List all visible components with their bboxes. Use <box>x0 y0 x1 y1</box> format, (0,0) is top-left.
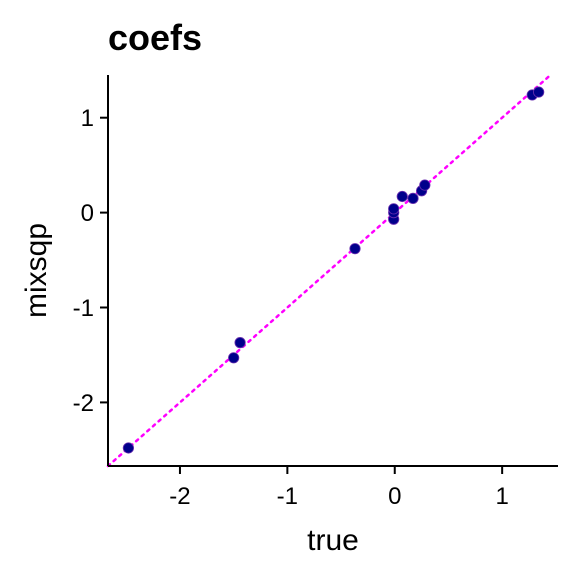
y-axis-label: mixsqp <box>20 223 53 318</box>
data-point <box>234 337 246 349</box>
y-tick-label: 1 <box>81 105 94 132</box>
data-point <box>396 190 408 203</box>
data-point <box>122 442 135 454</box>
data-point <box>388 203 400 215</box>
x-axis-label: true <box>307 524 359 557</box>
data-point <box>533 86 545 98</box>
data-points <box>122 86 545 454</box>
data-point <box>419 179 431 191</box>
axes: -2 -1 0 1 -2 -1 0 1 <box>73 75 558 510</box>
y-tick-label: -1 <box>73 295 94 322</box>
plot-area <box>106 73 552 468</box>
data-point <box>349 243 361 255</box>
reference-line <box>106 73 552 468</box>
x-tick-label: 0 <box>388 483 401 510</box>
data-point <box>228 352 240 364</box>
y-tick-label: -2 <box>73 390 94 417</box>
x-tick-label: 1 <box>495 483 508 510</box>
x-tick-label: -2 <box>169 483 190 510</box>
y-tick-label: 0 <box>81 200 94 227</box>
data-point <box>407 192 419 204</box>
y-axis-ticks: -2 -1 0 1 <box>73 105 108 417</box>
x-tick-label: -1 <box>277 483 298 510</box>
x-axis-ticks: -2 -1 0 1 <box>169 466 509 510</box>
chart-title: coefs <box>108 17 202 58</box>
